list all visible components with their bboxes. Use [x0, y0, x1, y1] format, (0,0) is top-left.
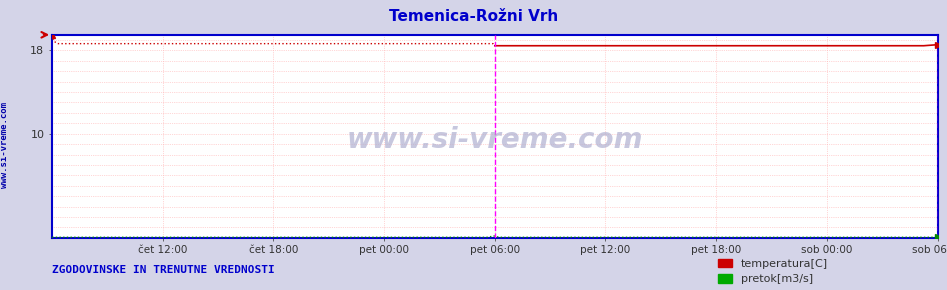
- Text: ZGODOVINSKE IN TRENUTNE VREDNOSTI: ZGODOVINSKE IN TRENUTNE VREDNOSTI: [52, 264, 275, 275]
- Text: Temenica-Rožni Vrh: Temenica-Rožni Vrh: [389, 9, 558, 24]
- Legend: temperatura[C], pretok[m3/s]: temperatura[C], pretok[m3/s]: [719, 259, 828, 284]
- Text: www.si-vreme.com: www.si-vreme.com: [347, 126, 643, 154]
- Text: www.si-vreme.com: www.si-vreme.com: [0, 102, 9, 188]
